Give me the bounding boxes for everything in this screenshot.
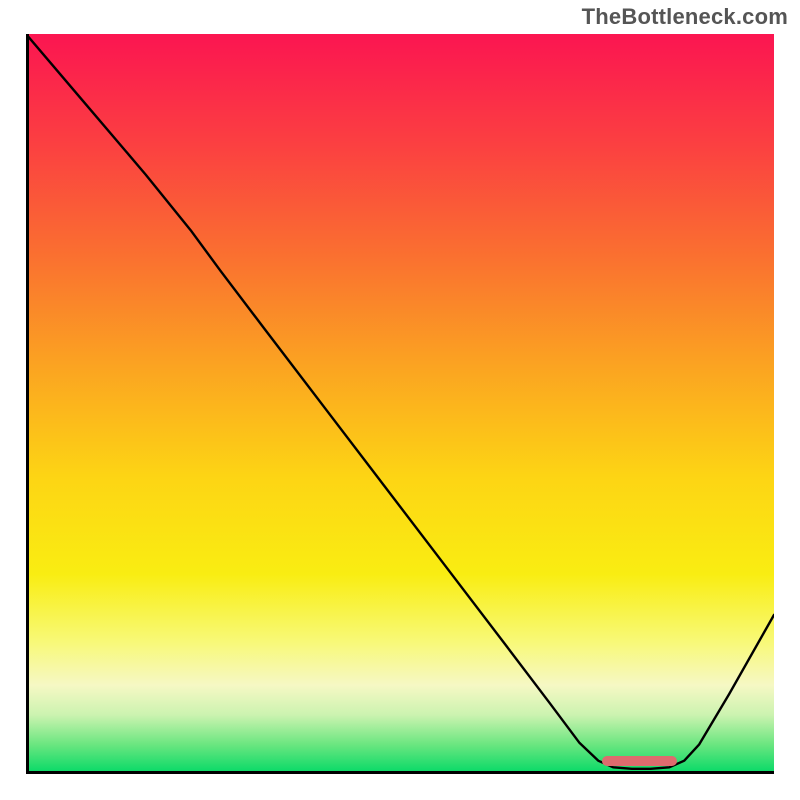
watermark-label: TheBottleneck.com <box>582 4 788 30</box>
bottleneck-curve <box>26 34 774 774</box>
plot-area <box>26 34 774 774</box>
chart-container: TheBottleneck.com <box>0 0 800 800</box>
optimum-marker <box>602 756 677 766</box>
